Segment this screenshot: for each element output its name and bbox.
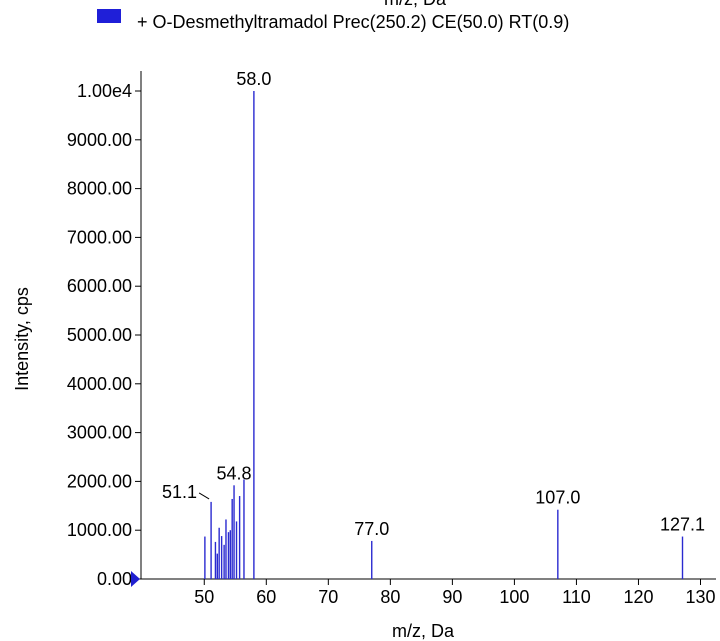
- y-axis-title: Intensity, cps: [12, 287, 32, 391]
- y-tick-label: 5000.00: [67, 325, 132, 345]
- x-tick-label: 100: [499, 587, 529, 607]
- x-tick-label: 70: [318, 587, 338, 607]
- peak-label-leader: [198, 492, 210, 500]
- x-tick-label: 50: [194, 587, 214, 607]
- x-tick-label: 130: [685, 587, 715, 607]
- peak-label: 58.0: [236, 69, 271, 89]
- y-tick-label: 2000.00: [67, 471, 132, 491]
- legend-swatch: [97, 9, 121, 23]
- y-tick-label: 9000.00: [67, 130, 132, 150]
- peak-bars: [204, 91, 684, 579]
- x-tick-label: 120: [623, 587, 653, 607]
- y-axis: 0.00 1000.00 2000.00 3000.00 4000.00 5000.00 6…: [67, 71, 142, 589]
- peak-label: 51.1: [162, 482, 197, 502]
- x-axis: 50 60 70 80 90 100 110 120 130: [141, 578, 716, 607]
- peak-label: 107.0: [535, 488, 580, 508]
- x-tick-label: 60: [256, 587, 276, 607]
- y-tick-label: 1000.00: [67, 520, 132, 540]
- y-tick-label: 7000.00: [67, 227, 132, 247]
- x-axis-title: m/z, Da: [392, 621, 455, 641]
- top-cut-label: m/z, Da: [384, 0, 447, 9]
- x-tick-label: 110: [562, 587, 591, 607]
- legend-text: + O-Desmethyltramadol Prec(250.2) CE(50.…: [137, 12, 569, 32]
- baseline-marker-icon: [131, 571, 140, 587]
- x-tick-label: 80: [380, 587, 400, 607]
- y-tick-label: 4000.00: [67, 374, 132, 394]
- y-tick-label: 3000.00: [67, 423, 132, 443]
- y-tick-label: 8000.00: [67, 179, 132, 199]
- peak-label: 77.0: [354, 519, 389, 539]
- y-tick-label: 6000.00: [67, 276, 132, 296]
- peak-label: 127.1: [660, 515, 705, 535]
- peak-labels: 58.0 54.8 51.1 77.0 107.0 127.1: [162, 69, 705, 539]
- x-tick-label: 90: [442, 587, 462, 607]
- peak-label: 54.8: [217, 463, 252, 483]
- y-tick-label: 0.00: [97, 569, 132, 589]
- y-tick-label: 1.00e4: [77, 81, 132, 101]
